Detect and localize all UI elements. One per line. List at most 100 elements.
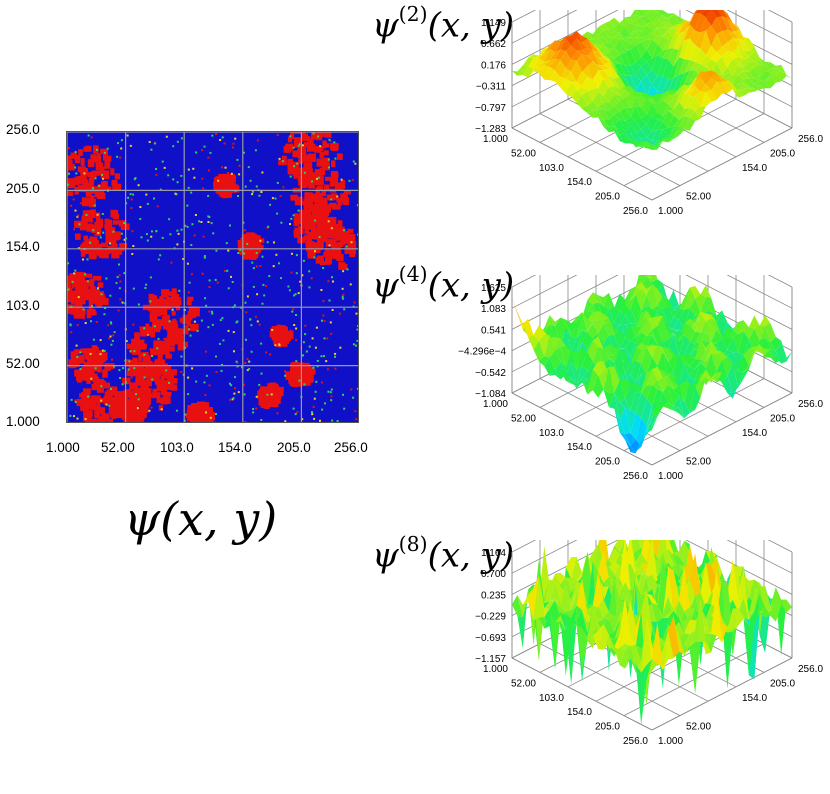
speckle (235, 321, 238, 324)
surface-patch (571, 362, 582, 385)
surface-patch (684, 82, 696, 94)
speckle (328, 166, 330, 169)
phase-domain (75, 233, 81, 240)
speckle (68, 172, 70, 175)
surface-patch (630, 121, 642, 133)
speckle (313, 256, 316, 259)
surface-patch (722, 51, 733, 68)
phase-domain (203, 420, 210, 422)
surface-patch (598, 65, 609, 71)
surface-patch (668, 135, 679, 139)
surface-patch (716, 31, 728, 47)
speckle (214, 421, 217, 422)
speckle (98, 185, 101, 187)
surface-patch (711, 354, 722, 371)
speckle (68, 147, 70, 150)
phase-domain (302, 154, 310, 163)
surface-patch (582, 323, 593, 334)
surface-patch (603, 44, 615, 53)
phase-domain (293, 139, 302, 148)
speckle (78, 223, 81, 226)
speckle (271, 329, 274, 331)
speckle (295, 360, 298, 363)
surface-patch (630, 62, 642, 77)
surface-patch (765, 586, 776, 611)
surface-patch (662, 19, 674, 28)
speckle (149, 276, 152, 279)
z-tick-label: −0.693 (475, 633, 506, 644)
phase-domain (246, 238, 255, 246)
surface-patch (743, 38, 755, 51)
speckle (233, 304, 236, 307)
phase-domain (308, 153, 317, 162)
surface-patch (614, 63, 626, 76)
surface-patch (662, 320, 674, 334)
surface-patch (635, 19, 647, 27)
surface-patch (614, 293, 626, 309)
phase-domain (155, 308, 162, 317)
surface-patch (625, 433, 636, 446)
speckle (118, 274, 121, 277)
surface-patch (614, 85, 626, 97)
speckle (196, 330, 199, 332)
speckle (204, 297, 207, 300)
surface-patch (522, 318, 534, 338)
speckle (207, 326, 210, 329)
speckle (343, 407, 346, 410)
phase-domain (77, 298, 86, 305)
surface-patch (668, 115, 679, 128)
speckle (82, 258, 84, 261)
speckle (129, 350, 132, 353)
speckle (255, 395, 258, 398)
surface-patch (603, 618, 615, 636)
surface-patch (603, 21, 615, 31)
phase-domain (161, 289, 170, 297)
speckle (278, 343, 281, 346)
phase-domain (81, 366, 88, 375)
speckle (330, 332, 333, 335)
phase-domain (261, 390, 269, 399)
phase-domain (297, 379, 303, 387)
speckle (201, 177, 204, 180)
speckle (243, 393, 246, 396)
phase-domain (160, 307, 168, 316)
surface-patch (560, 36, 572, 43)
surface-patch (657, 27, 669, 37)
surface-patch (700, 321, 712, 342)
surface-patch (662, 630, 674, 670)
phase-domain (70, 152, 78, 159)
surface-patch (646, 275, 652, 283)
phase-domain (319, 239, 324, 249)
phase-domain (302, 370, 312, 377)
surface-patch (716, 46, 728, 57)
speckle (311, 411, 313, 414)
surface-patch (641, 334, 652, 347)
surface-patch (619, 33, 631, 41)
surface-patch (695, 30, 706, 49)
speckle (242, 383, 245, 386)
surface-patch (700, 370, 712, 383)
speckle (92, 338, 95, 341)
speckle (330, 399, 333, 402)
surface-patch (743, 61, 755, 72)
speckle (294, 293, 297, 296)
speckle (91, 305, 93, 308)
phase-domain (89, 286, 96, 292)
speckle (353, 301, 356, 304)
surface-patch (538, 576, 550, 618)
surface-patch (576, 31, 588, 43)
speckle (67, 183, 70, 186)
surface-patch (655, 10, 663, 13)
surface-patch (662, 78, 674, 92)
speckle (311, 236, 314, 239)
phase-domain (171, 339, 179, 345)
phase-domain (244, 246, 250, 254)
surface-patch (743, 71, 755, 79)
speckle (244, 301, 247, 304)
surface-patch (657, 48, 669, 59)
surface-patch (657, 95, 669, 105)
phase-domain (80, 244, 85, 252)
surface-patch (748, 587, 760, 617)
surface-patch (673, 334, 685, 357)
surface-patch (673, 23, 685, 35)
